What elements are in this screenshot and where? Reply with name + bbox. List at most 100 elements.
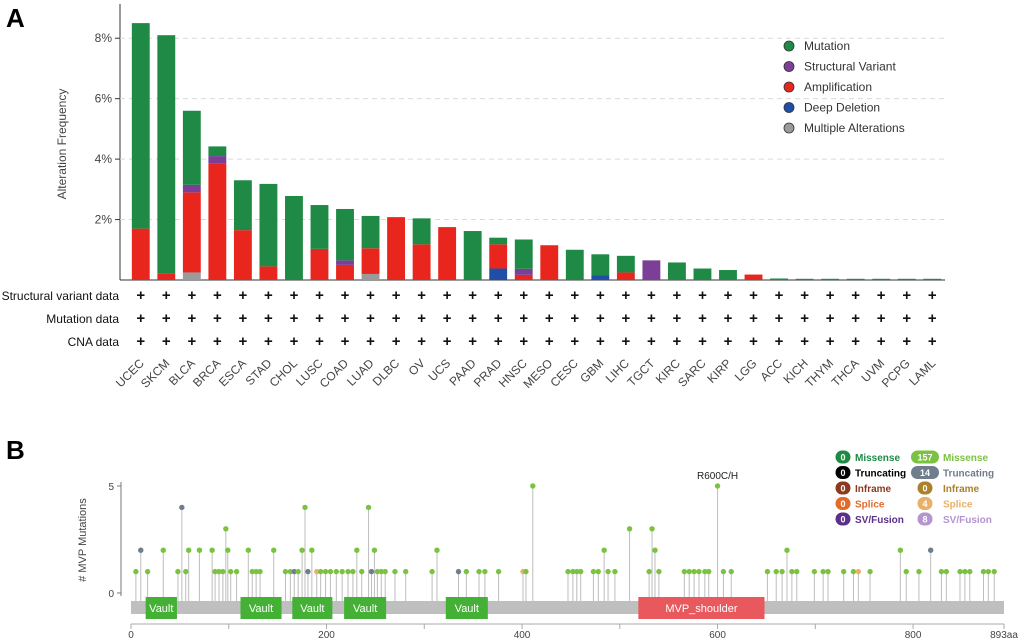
- bar-segment-amplification: [438, 227, 457, 280]
- bar-segment-mutation: [310, 205, 329, 249]
- annotation-plus: +: [724, 287, 733, 304]
- bar-segment-amplification: [336, 264, 354, 280]
- annotation-plus: +: [417, 310, 426, 327]
- lollipop-head-truncating_vus: [927, 547, 934, 553]
- bar-chart-panel: 2%4%6%8%Alteration Frequency+++UCEC+++SK…: [2, 4, 945, 391]
- domain-vault: [344, 597, 387, 619]
- x-category-label: SARC: [675, 356, 709, 390]
- lollipop-head-missense_vus: [897, 547, 904, 553]
- legend-count-splice_driver: 0: [840, 499, 845, 509]
- lollipop-head-missense_vus: [350, 568, 356, 575]
- lollipop-head-missense_vus: [811, 568, 818, 575]
- lollipop-head-missense_vus: [220, 568, 226, 575]
- lollipop-head-missense_vus: [570, 568, 576, 575]
- lollipop-head-missense_vus: [728, 568, 734, 575]
- lollipop-head-missense_vus: [991, 568, 997, 575]
- bar-segment-amplification: [157, 273, 176, 280]
- lollipop-head-missense_vus: [223, 526, 229, 532]
- legend-label-inframe_vus: Inframe: [943, 484, 980, 495]
- lollipop-head-missense_vus: [403, 568, 409, 575]
- x-category-label: CHOL: [267, 356, 301, 390]
- annotation-plus: +: [136, 310, 145, 327]
- legend-label-truncating_vus: Truncating: [943, 469, 994, 480]
- domain-label: Vault: [455, 603, 479, 615]
- x-category-label: BRCA: [190, 356, 223, 389]
- annotation-plus: +: [264, 287, 273, 304]
- lollipop-head-missense_vus: [779, 568, 785, 575]
- legend-count-missense_driver: 0: [840, 453, 845, 463]
- bar-segment-amplification: [233, 230, 252, 280]
- lollipop-head-missense_vus: [249, 568, 255, 575]
- annotation-plus: +: [392, 310, 401, 327]
- lollipop-head-missense_vus: [686, 568, 692, 575]
- bar-segment-structural_variant: [208, 156, 227, 164]
- y-tick-label: 2%: [95, 213, 113, 227]
- x-category-label: OV: [406, 356, 428, 378]
- annotation-plus: +: [213, 310, 222, 327]
- annotation-plus: +: [519, 287, 528, 304]
- annotation-row-label: Structural variant data: [2, 289, 120, 303]
- annotation-plus: +: [494, 333, 503, 350]
- annotation-plus: +: [545, 333, 554, 350]
- lollipop-head-missense_vus: [691, 568, 697, 575]
- annotation-plus: +: [621, 333, 630, 350]
- lollipop-head-missense_vus: [463, 568, 470, 575]
- x-end-label: 893aa: [990, 630, 1018, 641]
- legend-marker-structural_variant: [783, 61, 795, 72]
- annotation-plus: +: [596, 333, 605, 350]
- domain-vault: [145, 597, 177, 619]
- x-category-label: GBM: [577, 356, 606, 385]
- annotation-plus: +: [315, 310, 324, 327]
- bar-segment-mutation: [770, 278, 788, 280]
- x-category-label: DLBC: [370, 356, 403, 389]
- x-category-label: ESCA: [216, 356, 249, 389]
- legend-label-truncating_driver: Truncating: [855, 469, 906, 480]
- lollipop-head-missense_vus: [225, 547, 231, 553]
- legend-marker-mutation: [783, 40, 795, 52]
- lollipop-head-missense_vus: [574, 568, 580, 575]
- bar-segment-amplification: [744, 274, 763, 280]
- lollipop-head-missense_vus: [943, 568, 950, 575]
- annotation-plus: +: [264, 333, 273, 350]
- annotation-plus: +: [877, 333, 886, 350]
- legend-count-splice_vus: 4: [922, 499, 927, 509]
- x-category-label: ACC: [757, 356, 785, 384]
- lollipop-head-truncating_vus: [179, 504, 185, 511]
- legend-badge-truncating_driver: [835, 466, 851, 479]
- bar-segment-mutation: [667, 262, 686, 280]
- annotation-plus: +: [443, 287, 452, 304]
- domain-label: MVP_shoulder: [665, 603, 737, 615]
- hotspot-label: R600C/H: [697, 471, 738, 482]
- annotation-plus: +: [928, 310, 937, 327]
- domain-label: Vault: [249, 603, 273, 615]
- domain-vault: [292, 597, 333, 619]
- annotation-plus: +: [673, 310, 682, 327]
- annotation-plus: +: [519, 310, 528, 327]
- legend-label-missense_driver: Missense: [855, 453, 900, 464]
- legend-count-inframe_driver: 0: [840, 484, 845, 494]
- domain-label: Vault: [300, 603, 324, 615]
- annotation-plus: +: [315, 287, 324, 304]
- annotation-plus: +: [673, 333, 682, 350]
- lollipop-head-missense_vus: [216, 568, 222, 575]
- x-category-label: MESO: [520, 356, 555, 391]
- bar-segment-mutation: [489, 237, 508, 245]
- lollipop-head-missense_vus: [392, 568, 398, 575]
- annotation-plus: +: [417, 333, 426, 350]
- lollipop-head-missense_vus: [646, 568, 652, 575]
- lollipop-head-truncating_vus: [291, 568, 297, 575]
- lollipop-head-missense_vus: [720, 568, 727, 575]
- lollipop-head-missense_vus: [626, 526, 633, 532]
- lollipop-head-missense_vus: [378, 568, 384, 575]
- lollipop-head-missense_vus: [652, 547, 658, 553]
- bar-segment-mutation: [821, 278, 840, 280]
- bar-segment-mutation: [923, 278, 942, 280]
- legend-label-inframe_driver: Inframe: [855, 484, 892, 495]
- lollipop-head-missense_vus: [784, 547, 790, 553]
- bar-segment-mutation: [412, 218, 431, 245]
- bar-segment-amplification: [361, 248, 380, 274]
- lollipop-head-missense_vus: [985, 568, 992, 575]
- lollipop-head-missense_vus: [825, 568, 831, 575]
- legend-label-deep_deletion: Deep Deletion: [804, 101, 880, 115]
